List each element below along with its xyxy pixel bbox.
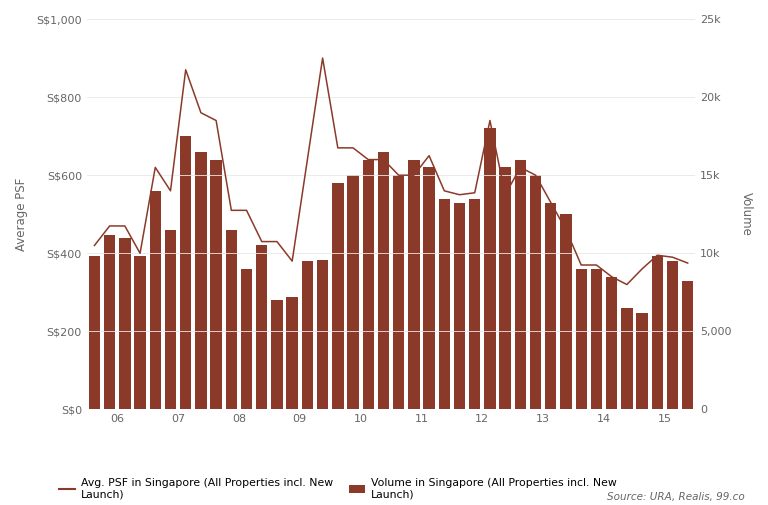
Bar — [302, 261, 313, 410]
Bar — [271, 300, 283, 410]
Text: Source: URA, Realis, 99.co: Source: URA, Realis, 99.co — [607, 492, 745, 502]
Bar — [226, 230, 237, 410]
Bar — [393, 175, 405, 410]
Bar — [439, 198, 450, 410]
Bar — [332, 183, 343, 410]
Bar — [499, 167, 511, 410]
Bar — [89, 257, 100, 410]
Y-axis label: Average PSF: Average PSF — [15, 178, 28, 251]
Bar — [408, 160, 419, 410]
Bar — [180, 136, 191, 410]
Bar — [241, 269, 252, 410]
Bar — [621, 308, 633, 410]
Bar — [347, 175, 359, 410]
Y-axis label: Volume: Volume — [740, 192, 753, 236]
Bar — [667, 261, 678, 410]
Bar — [485, 128, 495, 410]
Bar — [591, 269, 602, 410]
Bar — [362, 160, 374, 410]
Bar — [575, 269, 587, 410]
Bar — [682, 281, 694, 410]
Bar — [515, 160, 526, 410]
Bar — [104, 234, 115, 410]
Bar — [561, 214, 571, 410]
Bar — [134, 257, 146, 410]
Bar — [150, 191, 161, 410]
Bar — [454, 204, 465, 410]
Legend: Avg. PSF in Singapore (All Properties incl. New
Launch), Volume in Singapore (Al: Avg. PSF in Singapore (All Properties in… — [59, 478, 617, 499]
Bar — [606, 277, 617, 410]
Bar — [469, 198, 481, 410]
Bar — [210, 160, 222, 410]
Bar — [317, 260, 328, 410]
Bar — [378, 152, 389, 410]
Bar — [651, 257, 663, 410]
Bar — [119, 238, 131, 410]
Bar — [545, 204, 557, 410]
Bar — [195, 152, 207, 410]
Bar — [637, 313, 647, 410]
Bar — [286, 297, 298, 410]
Bar — [165, 230, 176, 410]
Bar — [530, 175, 541, 410]
Bar — [256, 245, 267, 410]
Bar — [423, 167, 435, 410]
